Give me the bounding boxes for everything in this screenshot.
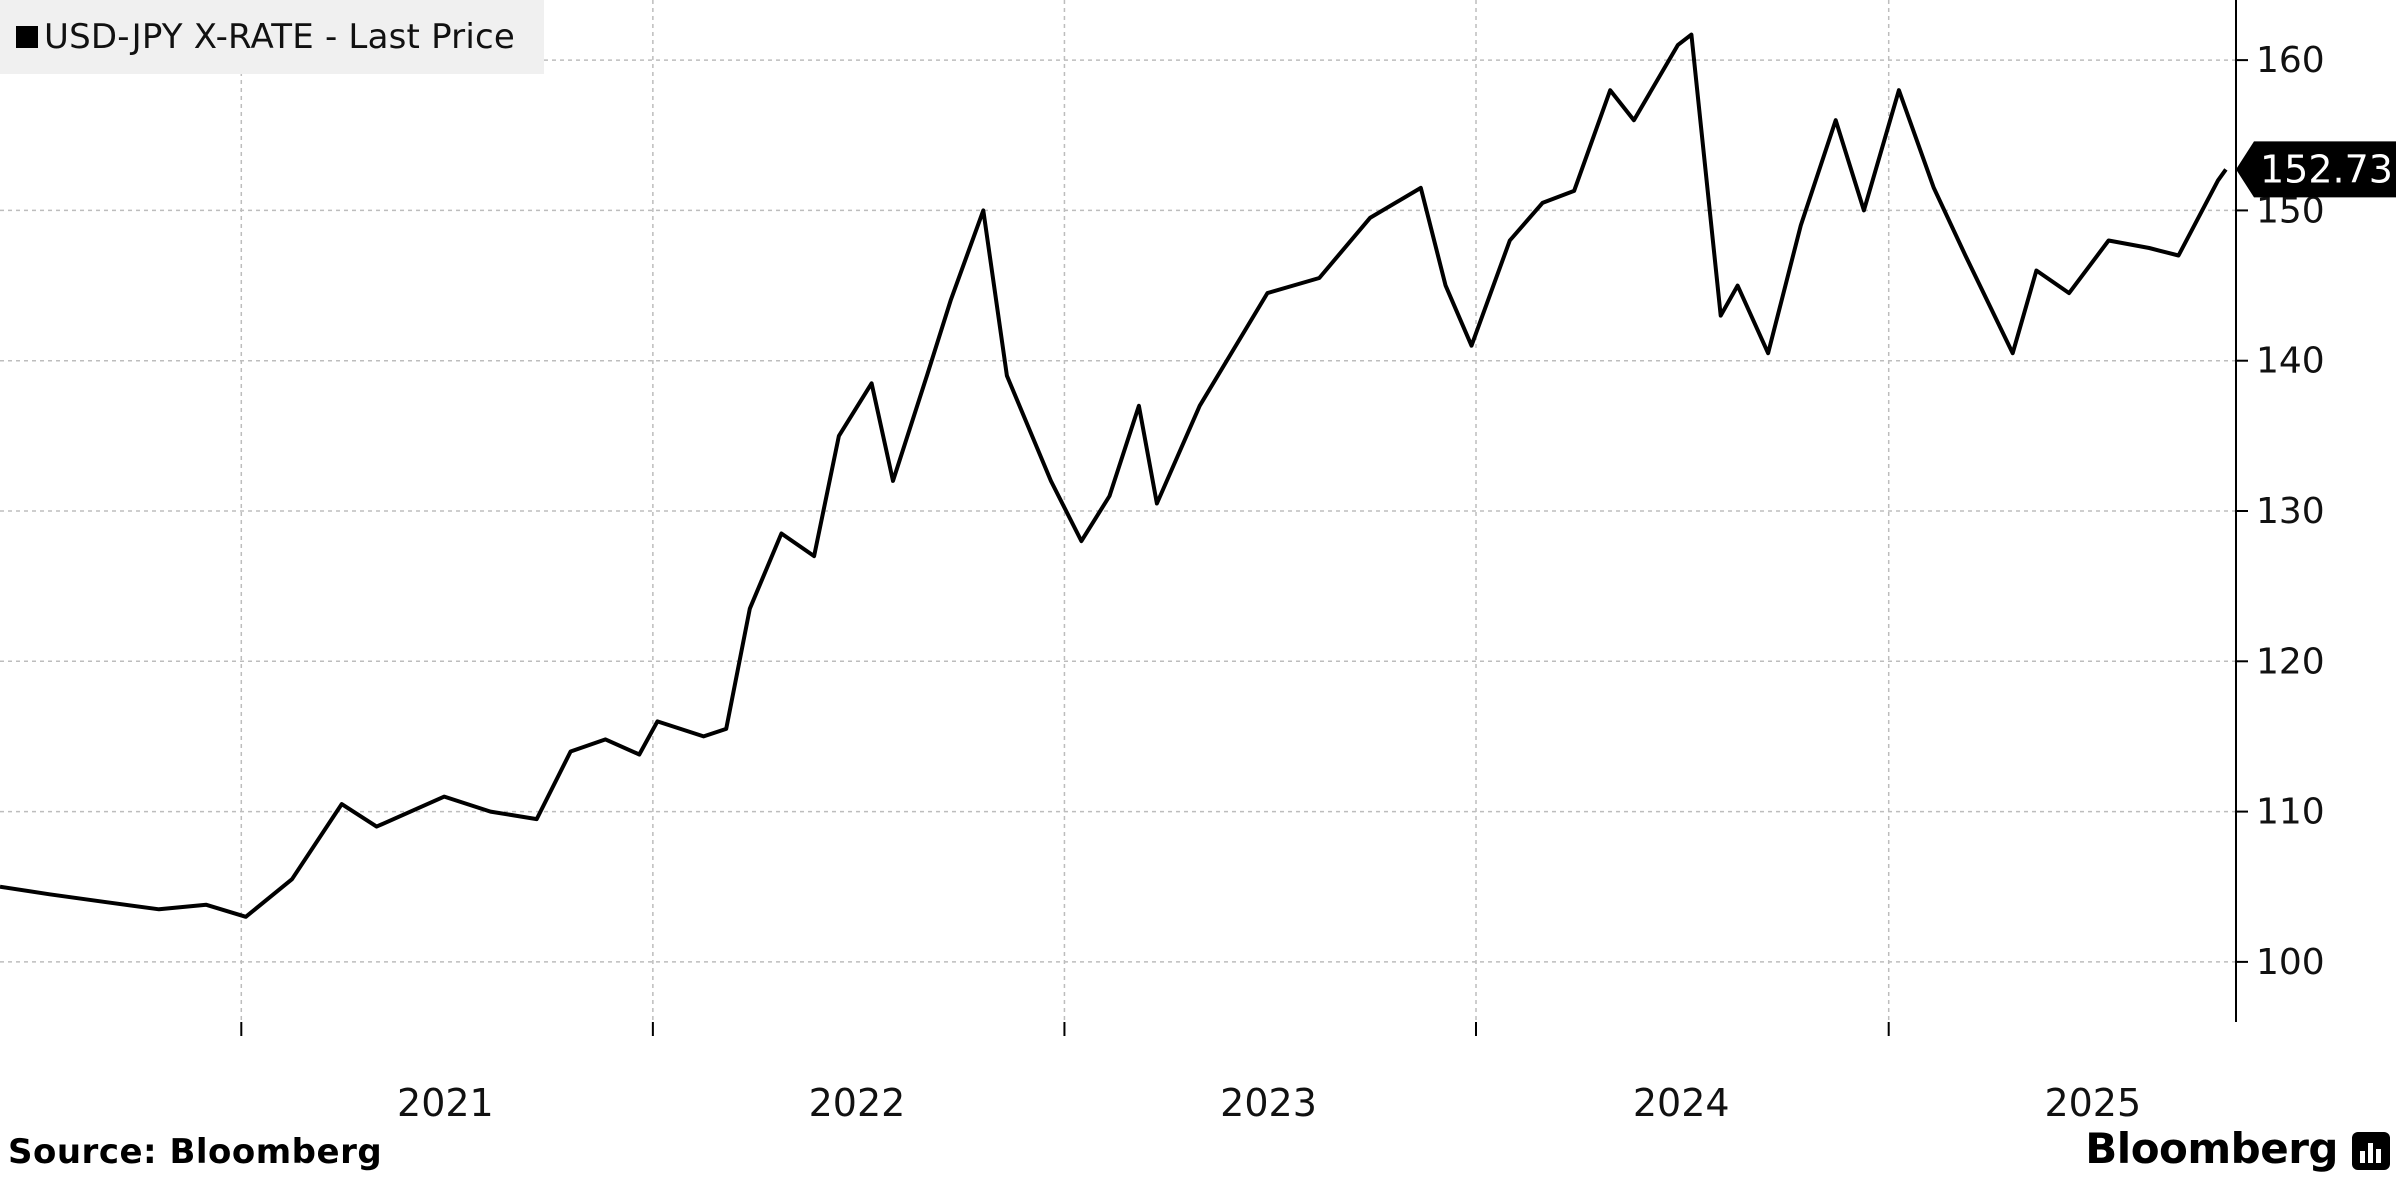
y-tick-label: 130 [2256,491,2325,532]
source-note: Source: Bloomberg [8,1132,383,1172]
y-tick-label: 100 [2256,942,2325,983]
x-tick-label: 2024 [1633,1081,1730,1125]
x-tick-label: 2023 [1220,1081,1317,1125]
brand-logo-text: Bloomberg [2085,1124,2338,1173]
y-tick-label: 140 [2256,341,2325,382]
x-tick-label: 2021 [397,1081,494,1125]
x-tick-label: 2022 [809,1081,906,1125]
y-tick-label: 120 [2256,641,2325,682]
bloomberg-terminal-icon [2352,1132,2390,1170]
legend-swatch [16,26,38,48]
x-tick-label: 2025 [2044,1081,2141,1125]
series-line [0,32,2228,919]
legend-label: USD-JPY X-RATE - Last Price [44,17,516,57]
legend: USD-JPY X-RATE - Last Price [0,0,544,74]
last-value-label: 152.73 [2260,147,2393,191]
y-tick-label: 160 [2256,40,2325,81]
last-value-tag [2236,141,2396,198]
y-tick-label: 110 [2256,792,2325,833]
